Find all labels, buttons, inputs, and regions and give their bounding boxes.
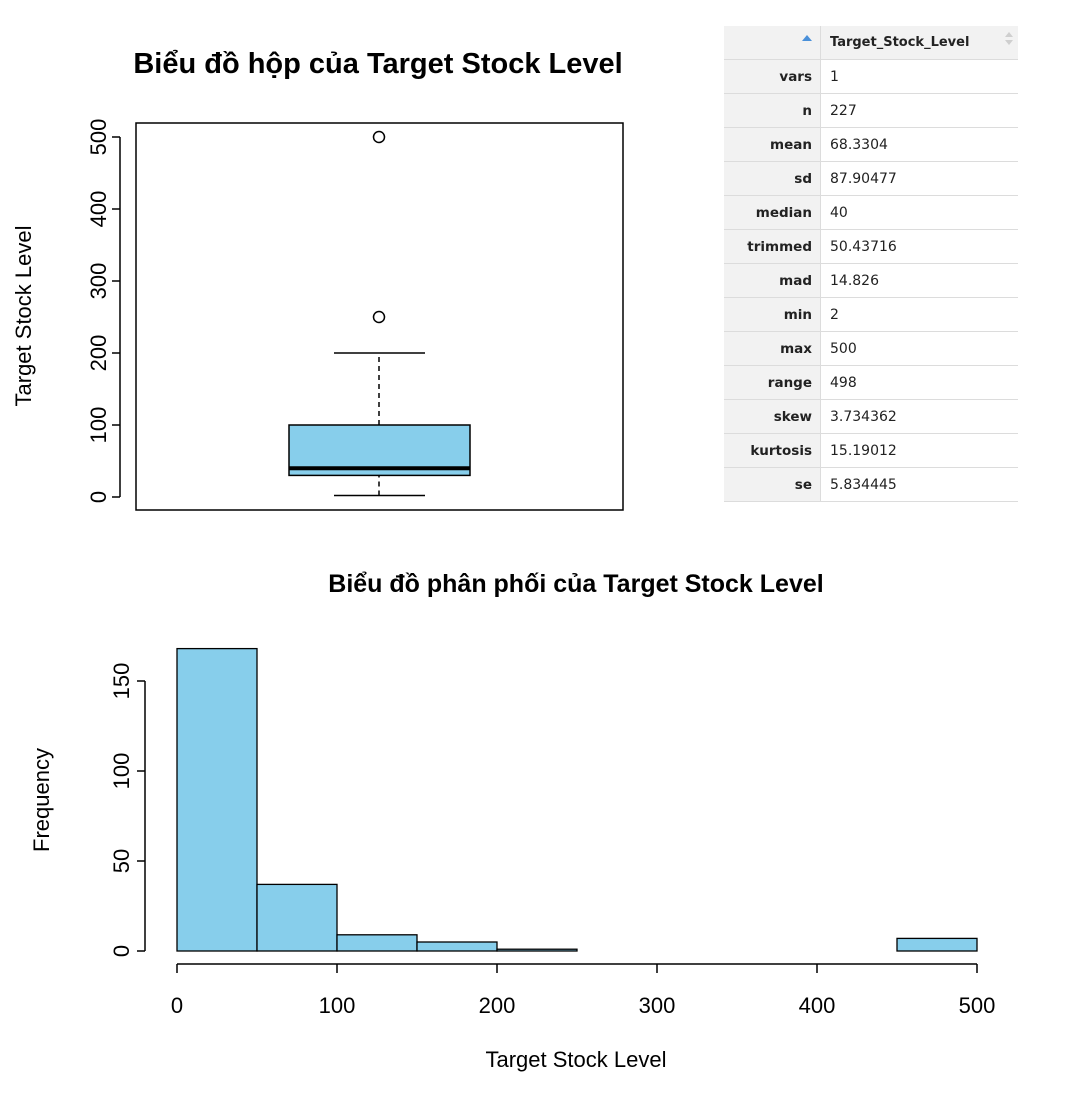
histogram-y-tick-label: 100 xyxy=(109,753,134,790)
stat-name-cell: mad xyxy=(724,263,821,298)
table-row: trimmed 50.43716 xyxy=(724,229,1018,264)
histogram-x-tick-label: 100 xyxy=(319,993,356,1018)
table-body: vars 1 n 227 mean 68.3304 sd 87.90477 median 40 tr… xyxy=(724,59,1018,502)
stat-name-cell: mean xyxy=(724,127,821,162)
boxplot-y-tick-label: 500 xyxy=(86,119,111,156)
table-row: se 5.834445 xyxy=(724,467,1018,502)
table-row: max 500 xyxy=(724,331,1018,366)
table-row: mean 68.3304 xyxy=(724,127,1018,162)
table-row: skew 3.734362 xyxy=(724,399,1018,434)
sort-ascending-icon[interactable] xyxy=(802,35,812,41)
stat-value-cell: 68.3304 xyxy=(820,127,1018,162)
stat-name-cell: kurtosis xyxy=(724,433,821,468)
histogram-chart: Biểu đồ phân phối của Target Stock Level… xyxy=(29,570,996,1072)
stat-value-cell: 3.734362 xyxy=(820,399,1018,434)
stat-name-cell: sd xyxy=(724,161,821,196)
table-row: mad 14.826 xyxy=(724,263,1018,298)
histogram-y-tick-label: 150 xyxy=(109,663,134,700)
histogram-bar xyxy=(496,948,578,952)
boxplot-outlier-point xyxy=(372,130,386,144)
histogram-y-label: Frequency xyxy=(29,748,54,852)
histogram-bar xyxy=(416,941,498,952)
table-row: median 40 xyxy=(724,195,1018,230)
boxplot-y-axis: 0 100 200 300 400 500 xyxy=(86,119,121,503)
stat-name-cell: max xyxy=(724,331,821,366)
summary-stats-table: Target_Stock_Level vars 1 n 227 mean 68.3304 s… xyxy=(724,26,1018,502)
table-row: vars 1 xyxy=(724,59,1018,94)
boxplot-body xyxy=(288,130,471,497)
histogram-x-tick-label: 200 xyxy=(479,993,516,1018)
boxplot-chart: Biểu đồ hộp của Target Stock Level 0 100 2… xyxy=(11,48,624,511)
boxplot-y-tick-label: 300 xyxy=(86,263,111,300)
histogram-title: Biểu đồ phân phối của Target Stock Level xyxy=(328,570,823,598)
histogram-y-axis: 0 50 100 150 xyxy=(109,663,146,957)
table-row: range 498 xyxy=(724,365,1018,400)
histogram-x-tick-label: 500 xyxy=(959,993,996,1018)
histogram-bar xyxy=(176,647,258,952)
histogram-y-tick-label: 0 xyxy=(109,945,134,957)
table-row: min 2 xyxy=(724,297,1018,332)
stat-value-cell: 1 xyxy=(820,59,1018,94)
histogram-bars xyxy=(176,647,978,952)
stat-name-cell: vars xyxy=(724,59,821,94)
column-header[interactable]: Target_Stock_Level xyxy=(820,26,1018,60)
boxplot-y-tick-label: 100 xyxy=(86,407,111,444)
table-row: sd 87.90477 xyxy=(724,161,1018,196)
row-index-header[interactable] xyxy=(724,26,821,60)
histogram-bar xyxy=(256,883,338,952)
stat-value-cell: 5.834445 xyxy=(820,467,1018,502)
boxplot-frame xyxy=(135,122,624,511)
stat-name-cell: min xyxy=(724,297,821,332)
stat-value-cell: 50.43716 xyxy=(820,229,1018,264)
stat-name-cell: skew xyxy=(724,399,821,434)
histogram-x-tick-label: 300 xyxy=(639,993,676,1018)
stat-value-cell: 40 xyxy=(820,195,1018,230)
histogram-x-label: Target Stock Level xyxy=(486,1047,667,1072)
stat-name-cell: se xyxy=(724,467,821,502)
stat-value-cell: 87.90477 xyxy=(820,161,1018,196)
histogram-bar xyxy=(336,934,418,952)
column-header-label: Target_Stock_Level xyxy=(830,35,970,50)
boxplot-y-tick-label: 200 xyxy=(86,335,111,372)
boxplot-y-tick-label: 400 xyxy=(86,191,111,228)
boxplot-outlier-point xyxy=(372,310,386,324)
stat-value-cell: 14.826 xyxy=(820,263,1018,298)
histogram-x-tick-label: 400 xyxy=(799,993,836,1018)
sort-icon[interactable] xyxy=(1004,32,1014,48)
stat-value-cell: 498 xyxy=(820,365,1018,400)
stat-name-cell: range xyxy=(724,365,821,400)
stat-name-cell: trimmed xyxy=(724,229,821,264)
table-row: kurtosis 15.19012 xyxy=(724,433,1018,468)
stat-name-cell: median xyxy=(724,195,821,230)
histogram-y-tick-label: 50 xyxy=(109,849,134,873)
boxplot-title: Biểu đồ hộp của Target Stock Level xyxy=(133,48,622,80)
stat-name-cell: n xyxy=(724,93,821,128)
stat-value-cell: 227 xyxy=(820,93,1018,128)
histogram-x-tick-label: 0 xyxy=(171,993,183,1018)
table-row: n 227 xyxy=(724,93,1018,128)
stat-value-cell: 15.19012 xyxy=(820,433,1018,468)
boxplot-y-tick-label: 0 xyxy=(86,491,111,503)
histogram-bar xyxy=(896,937,978,952)
boxplot-y-label: Target Stock Level xyxy=(11,226,36,407)
histogram-x-axis: 0 100 200 300 400 500 xyxy=(171,963,996,1018)
stat-value-cell: 500 xyxy=(820,331,1018,366)
table-header-row: Target_Stock_Level xyxy=(724,26,1018,60)
stat-value-cell: 2 xyxy=(820,297,1018,332)
